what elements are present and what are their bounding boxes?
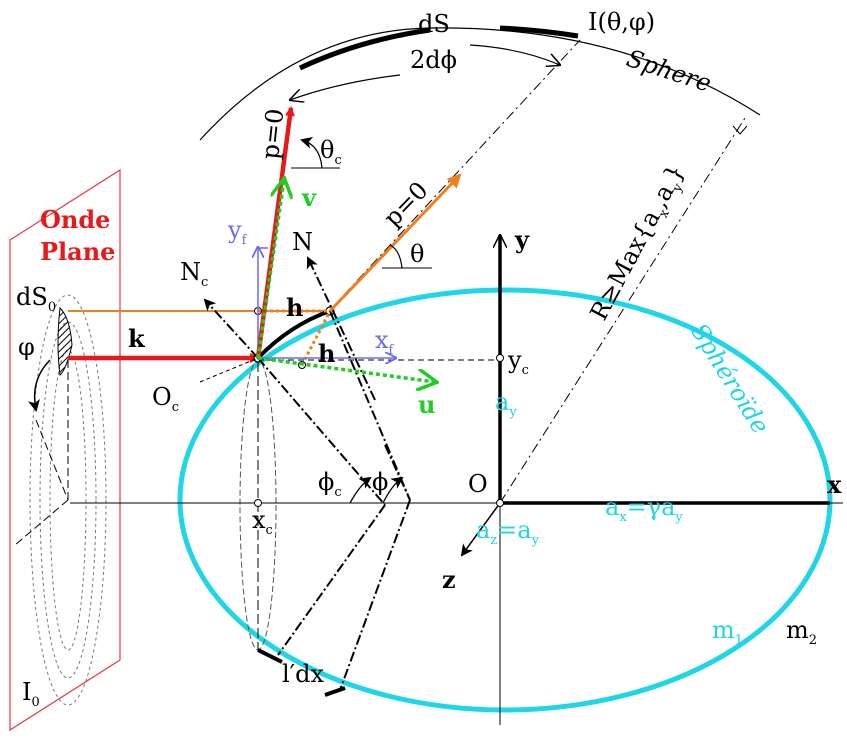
I0-label: I0	[22, 678, 40, 710]
dS0-label: dS0	[16, 283, 56, 315]
radius-line	[499, 117, 746, 504]
theta-label: θ	[410, 240, 424, 268]
right-angle-mark	[732, 125, 748, 135]
Oc-label: Oc	[152, 383, 179, 415]
plane-label-1: Onde	[40, 205, 110, 234]
m2-label: m2	[786, 616, 817, 648]
Nc-normal	[203, 298, 259, 359]
theta-c-label: θc	[320, 136, 342, 168]
theta-c-arc	[300, 136, 323, 169]
ldx-line-left	[277, 504, 386, 656]
two-dphi-arrow-left	[290, 74, 401, 100]
scatter-dir-dash	[329, 39, 581, 311]
yc-label: yc	[507, 346, 529, 378]
origin-label: O	[468, 470, 488, 498]
ldx-bar-1	[257, 648, 283, 664]
v-label: v	[301, 183, 317, 212]
ldx-line-right	[339, 499, 411, 691]
ldx-label: l′dx	[282, 660, 324, 688]
sphere-arc	[199, 27, 761, 141]
scatter-vector	[328, 173, 462, 313]
z-axis	[460, 502, 501, 557]
p0-left-label: p=0	[256, 107, 289, 160]
surface-element	[256, 309, 331, 360]
z-axis-label: z	[442, 565, 456, 594]
phi-plane-label: φ	[18, 333, 35, 361]
N-label: N	[292, 228, 313, 256]
wave-plane	[9, 168, 121, 732]
sphere-label: Sphere	[623, 44, 715, 98]
dS0-patch	[57, 306, 73, 376]
phi-arc	[382, 476, 404, 504]
m1-label: m1	[712, 616, 743, 648]
h-top-label: h	[286, 293, 303, 322]
v-vector	[256, 180, 284, 359]
dS-arc	[298, 27, 431, 71]
plane-dash-1	[35, 419, 69, 501]
spheroid-outline	[177, 287, 833, 713]
phi-plane-arc	[28, 359, 51, 412]
svg-text:R≥Max{ax,ay}: R≥Max{ax,ay}	[585, 160, 694, 327]
plane-label-2: Plane	[40, 237, 115, 266]
xc-label: xc	[252, 506, 273, 538]
dS-arc-2	[499, 25, 579, 39]
az-eq-label: az=ay	[476, 516, 540, 548]
dS-label: dS	[418, 10, 450, 38]
ax-eq-label: ax=γay	[605, 493, 683, 525]
phi-c-label: ϕc	[318, 468, 342, 500]
yf-label: yf	[227, 216, 248, 248]
ldx-bar-2	[324, 686, 346, 697]
intensity-label: I(θ,φ)	[588, 8, 655, 36]
radius-label: R≥Max{ax,ay}	[585, 160, 694, 327]
phi-c-arc	[349, 476, 372, 504]
u-label: u	[418, 390, 435, 419]
u-vector	[257, 356, 435, 382]
x-axis-label: x	[827, 470, 842, 499]
Nc-label: Nc	[180, 258, 208, 290]
two-dphi-arrow-right	[469, 44, 560, 65]
k-label: k	[128, 324, 146, 353]
p0-right-label: p=0	[378, 176, 433, 232]
y-axis-label: y	[514, 225, 530, 254]
phi-label: ϕ	[372, 468, 388, 496]
theta-arc	[389, 244, 403, 269]
xf-label: xf	[375, 326, 395, 358]
h-mid-segment	[300, 310, 332, 366]
spheroide-label: Sphéroïde	[685, 318, 775, 439]
Oc-pointer	[199, 357, 259, 383]
plane-dash-2	[14, 499, 69, 546]
h-mid-label: h	[318, 339, 335, 368]
N-normal	[306, 256, 376, 401]
ay-label: ay	[495, 388, 517, 420]
two-dphi-label: 2dϕ	[410, 46, 457, 74]
